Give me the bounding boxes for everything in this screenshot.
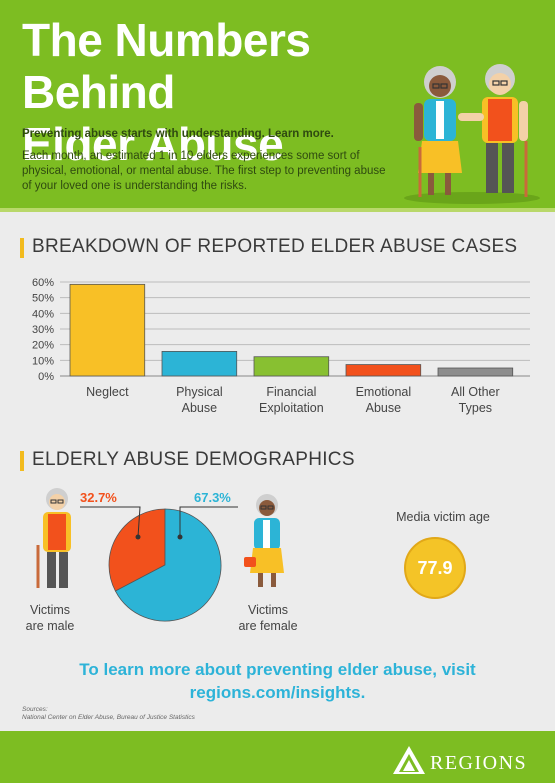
footer-bar xyxy=(0,731,555,783)
x-tick-label: Financial xyxy=(266,385,316,399)
x-tick-label: All Other xyxy=(451,385,500,399)
y-tick-label: 40% xyxy=(32,308,54,320)
header-banner xyxy=(0,0,555,208)
female-percent-label: 67.3% xyxy=(194,490,231,505)
pie-slice-male xyxy=(108,508,166,592)
y-tick-label: 30% xyxy=(32,324,54,336)
demographics-graphic: 32.7% 67.3% xyxy=(36,488,284,622)
bar xyxy=(69,283,146,377)
female-caption: Victims are female xyxy=(228,602,308,634)
x-tick-label: Emotional xyxy=(356,385,412,399)
x-tick-label: Exploitation xyxy=(259,401,324,415)
x-tick-label: Types xyxy=(459,401,492,415)
cta-link[interactable]: regions.com/insights. xyxy=(189,683,366,702)
y-tick-label: 50% xyxy=(32,293,54,305)
bar xyxy=(253,356,330,377)
sources-note: Sources: National Center on Elder Abuse,… xyxy=(22,706,322,722)
sources-text: National Center on Elder Abuse, Bureau o… xyxy=(22,714,195,721)
tagline: Preventing abuse starts with understandi… xyxy=(22,128,334,140)
male-caption-line1: Victims xyxy=(29,603,71,617)
header-divider xyxy=(0,208,555,212)
male-percent-label: 32.7% xyxy=(80,490,117,505)
x-tick-label: Neglect xyxy=(86,385,129,399)
median-age-badge: 77.9 xyxy=(404,537,466,599)
section-title-breakdown: BREAKDOWN OF REPORTED ELDER ABUSE CASES xyxy=(32,236,518,257)
y-tick-label: 0% xyxy=(38,371,54,383)
cta-line1: To learn more about preventing elder abu… xyxy=(79,660,476,679)
male-caption: Victims are male xyxy=(10,602,90,634)
bar xyxy=(161,351,238,377)
pie-slice-female xyxy=(114,508,222,622)
median-age-label: Media victim age xyxy=(396,510,490,524)
x-tick-label: Physical xyxy=(176,385,223,399)
median-age-value: 77.9 xyxy=(417,557,453,578)
x-tick-label: Abuse xyxy=(182,401,217,415)
y-tick-label: 20% xyxy=(32,340,54,352)
section-title-demographics: ELDERLY ABUSE DEMOGRAPHICS xyxy=(32,449,355,470)
brand-name: REGIONS xyxy=(430,752,528,774)
regions-logo-icon xyxy=(393,746,425,774)
bar xyxy=(437,367,514,377)
title-line-1: The Numbers Behind xyxy=(22,14,311,118)
y-tick-label: 10% xyxy=(32,355,54,367)
page-title: The Numbers Behind Elder Abuse xyxy=(22,14,452,170)
elderly-couple-illustration xyxy=(404,64,540,204)
y-tick-label: 60% xyxy=(32,277,54,289)
bar xyxy=(345,364,422,377)
abuse-breakdown-bar-chart: 0% 10% 20% 30% 40% 50% 60% Neglect Physical Abuse… xyxy=(32,277,530,415)
elderly-man-icon xyxy=(36,488,71,588)
section-marker xyxy=(20,238,24,258)
section-marker xyxy=(20,451,24,471)
gender-pie-chart xyxy=(108,508,222,622)
female-caption-line1: Victims xyxy=(247,603,289,617)
female-caption-line2: are female xyxy=(238,619,298,633)
male-label-connector xyxy=(80,506,141,538)
male-caption-line2: are male xyxy=(25,619,75,633)
x-tick-label: Abuse xyxy=(366,401,401,415)
female-label-connector xyxy=(179,506,238,537)
title-line-2: Elder Abuse xyxy=(22,118,284,170)
call-to-action: To learn more about preventing elder abu… xyxy=(20,658,535,704)
elderly-woman-icon xyxy=(244,494,284,587)
intro-text: Each month, an estimated 1 in 10 elders … xyxy=(22,150,386,192)
sources-heading: Sources: xyxy=(22,706,48,713)
